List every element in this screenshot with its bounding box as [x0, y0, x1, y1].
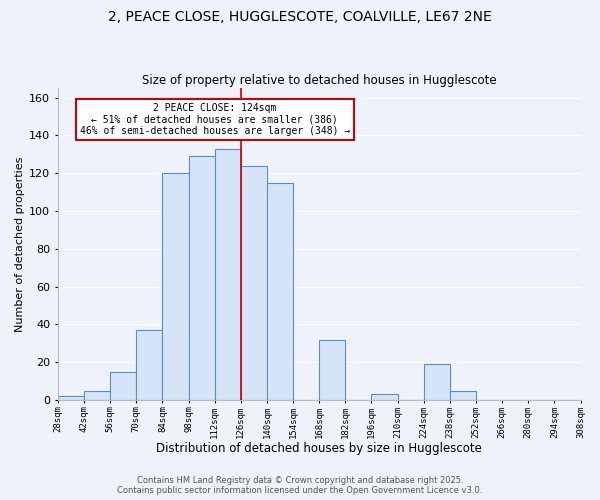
Bar: [84, 390, 110, 400]
Text: 2, PEACE CLOSE, HUGGLESCOTE, COALVILLE, LE67 2NE: 2, PEACE CLOSE, HUGGLESCOTE, COALVILLE, …: [108, 10, 492, 24]
Y-axis label: Number of detached properties: Number of detached properties: [15, 156, 25, 332]
Bar: [424, 364, 450, 400]
Bar: [188, 156, 215, 400]
Bar: [319, 340, 346, 400]
Bar: [110, 372, 136, 400]
Bar: [450, 390, 476, 400]
Text: Contains HM Land Registry data © Crown copyright and database right 2025.
Contai: Contains HM Land Registry data © Crown c…: [118, 476, 482, 495]
Title: Size of property relative to detached houses in Hugglescote: Size of property relative to detached ho…: [142, 74, 497, 87]
X-axis label: Distribution of detached houses by size in Hugglescote: Distribution of detached houses by size …: [156, 442, 482, 455]
Bar: [58, 396, 84, 400]
Bar: [371, 394, 398, 400]
Bar: [215, 148, 241, 400]
Bar: [241, 166, 267, 400]
Bar: [267, 182, 293, 400]
Bar: [136, 330, 163, 400]
Text: 2 PEACE CLOSE: 124sqm
← 51% of detached houses are smaller (386)
46% of semi-det: 2 PEACE CLOSE: 124sqm ← 51% of detached …: [80, 104, 350, 136]
Bar: [163, 173, 188, 400]
